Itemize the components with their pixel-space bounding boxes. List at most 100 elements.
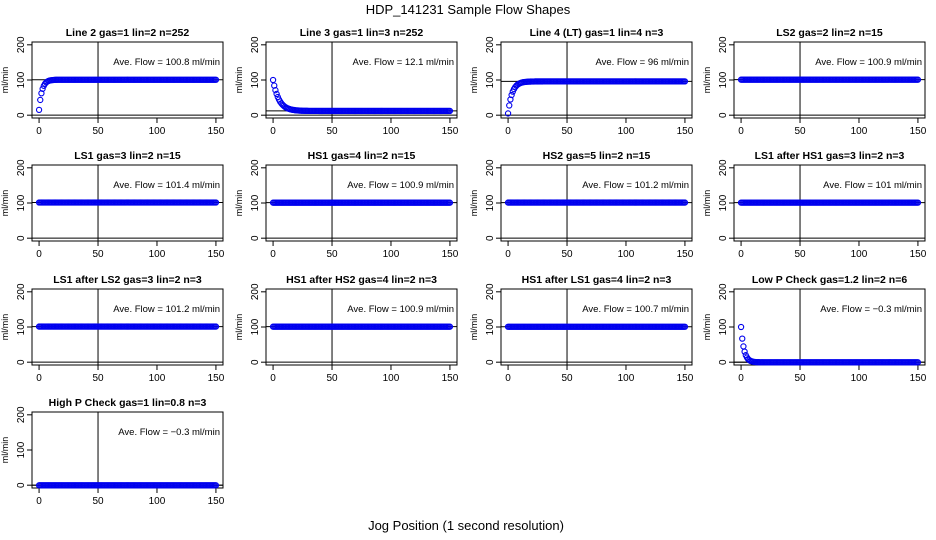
- panel-8: LS1 after HS1 gas=3 lin=2 n=3 0 50 100 150 0 1…: [702, 150, 927, 260]
- panel-title: HS2 gas=5 lin=2 n=15: [543, 150, 651, 162]
- panel-9: LS1 after LS2 gas=3 lin=2 n=3 0 50 100 150 0 1…: [0, 274, 225, 384]
- panel-title: LS2 gas=2 lin=2 n=15: [776, 27, 883, 39]
- x-tick-label: 150: [208, 496, 225, 507]
- y-tick-label: 0: [16, 235, 27, 241]
- x-tick-label: 50: [326, 373, 338, 384]
- x-tick-label: 50: [326, 126, 338, 137]
- panel-title: LS1 after HS1 gas=3 lin=2 n=3: [755, 150, 905, 162]
- panel-7: HS2 gas=5 lin=2 n=15 0 50 100 150 0 100 200 ml/m…: [469, 150, 694, 260]
- y-tick-label: 0: [485, 112, 496, 118]
- x-tick-label: 100: [618, 249, 635, 260]
- x-tick-label: 150: [677, 373, 694, 384]
- y-tick-label: 200: [250, 159, 261, 176]
- data-points: [269, 199, 454, 206]
- data-points: [504, 323, 689, 330]
- y-tick-label: 200: [250, 36, 261, 53]
- panels-container: Line 2 gas=1 lin=2 n=252 0 50 100 150 0 100 200…: [0, 27, 927, 507]
- y-axis-label: ml/min: [702, 314, 712, 341]
- y-axis-label: ml/min: [234, 190, 244, 217]
- data-point: [273, 90, 280, 98]
- x-tick-label: 150: [910, 126, 927, 137]
- panel-12: Low P Check gas=1.2 lin=2 n=6 0 50 100 150 0 1…: [702, 274, 927, 384]
- x-tick-label: 0: [505, 126, 511, 137]
- y-tick-label: 0: [16, 112, 27, 118]
- y-tick-label: 200: [718, 283, 729, 300]
- x-tick-label: 100: [851, 126, 868, 137]
- panel-title: Line 4 (LT) gas=1 lin=4 n=3: [530, 27, 664, 39]
- y-tick-label: 100: [718, 71, 729, 88]
- data-points: [35, 482, 220, 489]
- average-flow-annotation: Ave. Flow = 100.9 ml/min: [347, 180, 454, 191]
- data-point: [446, 323, 454, 330]
- panel-6: HS1 gas=4 lin=2 n=15 0 50 100 150 0 100 200 ml/m…: [234, 150, 459, 260]
- average-flow-annotation: Ave. Flow = 100.8 ml/min: [113, 57, 220, 68]
- y-tick-label: 0: [718, 235, 729, 241]
- data-point: [39, 85, 46, 92]
- y-tick-label: 100: [485, 71, 496, 88]
- x-tick-label: 50: [561, 126, 573, 137]
- y-tick-label: 100: [250, 71, 261, 88]
- x-tick-label: 100: [618, 126, 635, 137]
- average-flow-annotation: Ave. Flow = −0.3 ml/min: [820, 304, 922, 315]
- panel-3: Line 4 (LT) gas=1 lin=4 n=3 0 50 100 150 0 100…: [469, 27, 694, 137]
- panel-10: HS1 after HS2 gas=4 lin=2 n=3 0 50 100 150 0 1…: [234, 274, 459, 384]
- data-points: [504, 199, 689, 206]
- panel-title: HS1 gas=4 lin=2 n=15: [308, 150, 416, 162]
- average-flow-annotation: Ave. Flow = 101.2 ml/min: [113, 304, 220, 315]
- y-tick-label: 0: [16, 359, 27, 365]
- x-tick-label: 50: [92, 373, 104, 384]
- x-tick-label: 50: [92, 496, 104, 507]
- data-points: [269, 76, 454, 115]
- panel-title: LS1 gas=3 lin=2 n=15: [74, 150, 181, 162]
- x-tick-label: 0: [36, 373, 42, 384]
- y-tick-label: 100: [16, 318, 27, 335]
- data-point: [741, 348, 748, 355]
- panel-4: LS2 gas=2 lin=2 n=15 0 50 100 150 0 100 200 ml/m…: [702, 27, 927, 137]
- x-tick-label: 100: [149, 496, 166, 507]
- x-tick-label: 150: [442, 373, 459, 384]
- x-tick-label: 50: [326, 249, 338, 260]
- average-flow-annotation: Ave. Flow = 100.9 ml/min: [815, 57, 922, 68]
- x-tick-label: 150: [910, 373, 927, 384]
- data-points: [269, 323, 454, 330]
- y-tick-label: 200: [718, 36, 729, 53]
- average-flow-annotation: Ave. Flow = 100.9 ml/min: [347, 304, 454, 315]
- data-points: [35, 199, 220, 206]
- average-flow-annotation: Ave. Flow = 101.4 ml/min: [113, 180, 220, 191]
- data-point: [446, 107, 454, 115]
- x-tick-label: 100: [149, 373, 166, 384]
- y-axis-label: ml/min: [469, 67, 479, 94]
- x-tick-label: 150: [442, 126, 459, 137]
- x-tick-label: 0: [270, 373, 276, 384]
- y-tick-label: 100: [250, 318, 261, 335]
- data-point: [272, 87, 279, 94]
- x-tick-label: 100: [851, 249, 868, 260]
- data-points: [35, 76, 220, 114]
- y-axis-label: ml/min: [702, 190, 712, 217]
- x-tick-label: 100: [851, 373, 868, 384]
- data-point: [269, 76, 277, 84]
- x-tick-label: 0: [738, 249, 744, 260]
- y-tick-label: 100: [485, 318, 496, 335]
- y-axis-label: ml/min: [702, 67, 712, 94]
- y-tick-label: 200: [718, 159, 729, 176]
- x-tick-label: 0: [738, 126, 744, 137]
- y-axis-label: ml/min: [469, 314, 479, 341]
- data-points: [35, 323, 220, 330]
- x-tick-label: 150: [677, 249, 694, 260]
- average-flow-annotation: Ave. Flow = 100.7 ml/min: [582, 304, 689, 315]
- panel-1: Line 2 gas=1 lin=2 n=252 0 50 100 150 0 100 200…: [0, 27, 225, 137]
- panel-title: High P Check gas=1 lin=0.8 n=3: [49, 397, 207, 409]
- y-tick-label: 100: [718, 318, 729, 335]
- data-point: [212, 323, 220, 330]
- x-tick-label: 150: [208, 373, 225, 384]
- panel-title: LS1 after LS2 gas=3 lin=2 n=3: [53, 274, 202, 286]
- y-axis-label: ml/min: [234, 314, 244, 341]
- data-points: [737, 199, 922, 206]
- data-point: [739, 335, 746, 342]
- y-tick-label: 200: [16, 36, 27, 53]
- panel-title: HS1 after LS1 gas=4 lin=2 n=3: [522, 274, 672, 286]
- data-point: [446, 199, 454, 206]
